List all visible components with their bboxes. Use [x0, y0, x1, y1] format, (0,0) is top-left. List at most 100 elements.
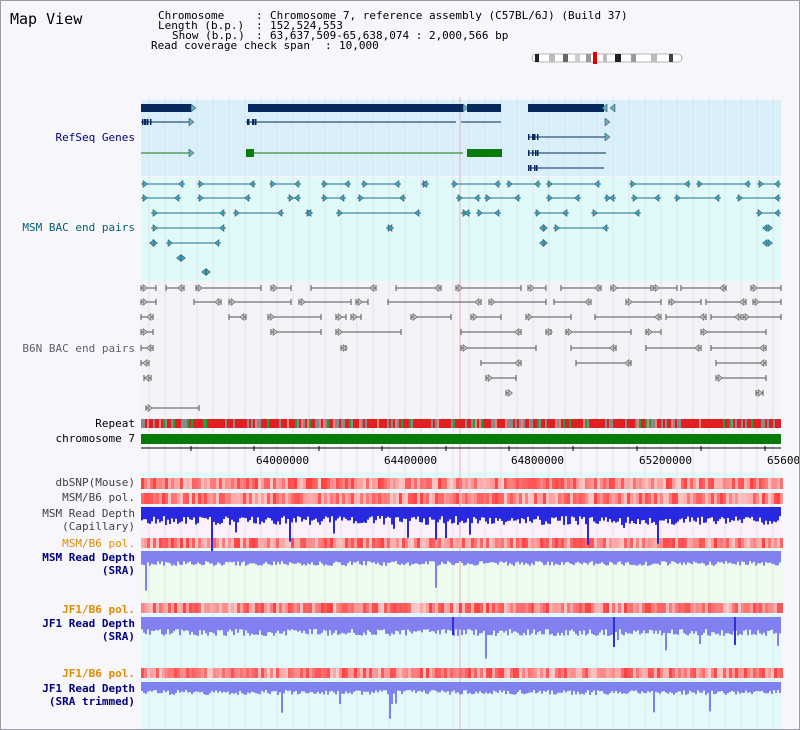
pol-cell — [264, 493, 267, 504]
depth-bar — [243, 551, 245, 562]
depth-bar — [457, 617, 459, 636]
depth-bar — [655, 507, 657, 525]
depth-bar — [169, 507, 171, 525]
repeat-segment — [155, 419, 157, 428]
depth-bar — [473, 682, 475, 694]
depth-bar — [475, 551, 477, 566]
track-label-b6n-bac[interactable]: B6N BAC end pairs — [22, 342, 135, 355]
depth-bar — [497, 617, 499, 634]
depth-bar — [525, 617, 527, 636]
pol-cell — [354, 668, 357, 678]
depth-bar — [539, 682, 541, 691]
pol-cell — [588, 668, 591, 678]
depth-bar — [771, 682, 773, 694]
pol-cell — [213, 603, 216, 613]
dbsnp-cell — [447, 478, 450, 489]
pol-cell — [546, 493, 549, 504]
pol-cell — [585, 493, 588, 504]
repeat-segment — [683, 419, 685, 428]
depth-bar — [223, 551, 225, 565]
depth-bar — [143, 617, 145, 633]
dbsnp-cell — [564, 478, 567, 489]
pol-cell — [693, 668, 696, 678]
depth-bar — [413, 507, 415, 518]
depth-bar — [305, 617, 307, 634]
depth-bar — [507, 551, 509, 566]
pol-cell — [351, 668, 354, 678]
depth-bar — [487, 617, 489, 636]
depth-bar — [543, 551, 545, 566]
depth-bar — [199, 507, 201, 517]
repeat-segment — [417, 419, 419, 428]
depth-bar — [167, 507, 169, 520]
bac-end-marker — [494, 179, 500, 189]
pol-cell — [189, 603, 192, 613]
depth-bar — [391, 507, 393, 525]
bac-end-marker — [272, 283, 278, 293]
pol-cell — [606, 668, 609, 678]
dbsnp-cell — [207, 478, 210, 489]
depth-bar — [241, 682, 243, 694]
pol-cell — [504, 603, 507, 613]
pol-cell — [165, 603, 168, 613]
depth-bar — [429, 551, 431, 562]
track-label-msm-bac[interactable]: MSM BAC end pairs — [22, 221, 135, 234]
repeat-segment — [649, 419, 651, 428]
pol-cell — [738, 668, 741, 678]
pol-cell — [684, 603, 687, 613]
depth-bar — [675, 507, 677, 524]
repeat-segment — [471, 419, 473, 428]
depth-bar — [715, 551, 717, 564]
depth-bar — [465, 507, 467, 523]
pol-cell — [477, 493, 480, 504]
pol-cell — [618, 493, 621, 504]
pol-cell — [255, 603, 258, 613]
dbsnp-cell — [462, 478, 465, 489]
track-label-refseq[interactable]: RefSeq Genes — [55, 131, 135, 144]
depth-bar — [589, 551, 591, 563]
pol-cell — [579, 493, 582, 504]
pol-cell — [273, 603, 276, 613]
depth-bar — [191, 507, 193, 520]
depth-bar — [773, 617, 775, 634]
depth-bar — [741, 682, 743, 693]
dbsnp-cell — [645, 478, 648, 489]
pol-cell — [561, 493, 564, 504]
pol-cell — [414, 493, 417, 504]
depth-bar — [753, 507, 755, 521]
pol-cell — [234, 538, 237, 548]
depth-bar — [263, 507, 265, 523]
dbsnp-cell — [465, 478, 468, 489]
dbsnp-cell — [576, 478, 579, 489]
pol-cell — [675, 538, 678, 548]
depth-bar — [225, 682, 227, 693]
repeat-segment — [615, 419, 617, 428]
dbsnp-cell — [381, 478, 384, 489]
depth-bar — [761, 551, 763, 563]
repeat-segment — [525, 419, 527, 428]
depth-bar — [221, 551, 223, 566]
depth-bar — [451, 551, 453, 565]
depth-bar — [233, 507, 235, 522]
depth-bar — [609, 507, 611, 520]
repeat-segment — [391, 419, 393, 428]
pol-cell — [585, 668, 588, 678]
pol-cell — [507, 603, 510, 613]
pol-cell — [777, 538, 780, 548]
gene-arrow — [462, 103, 469, 113]
repeat-segment — [771, 419, 773, 428]
pol-cell — [528, 493, 531, 504]
bac-end-marker — [452, 179, 458, 189]
pol-cell — [504, 668, 507, 678]
depth-bar — [639, 682, 641, 694]
depth-bar — [435, 682, 437, 691]
depth-bar — [511, 551, 513, 565]
depth-bar — [147, 682, 149, 692]
pol-cell — [210, 493, 213, 504]
repeat-segment — [147, 419, 149, 428]
depth-bar — [723, 682, 725, 694]
pol-cell — [375, 493, 378, 504]
pol-cell — [273, 538, 276, 548]
depth-bar — [491, 617, 493, 635]
